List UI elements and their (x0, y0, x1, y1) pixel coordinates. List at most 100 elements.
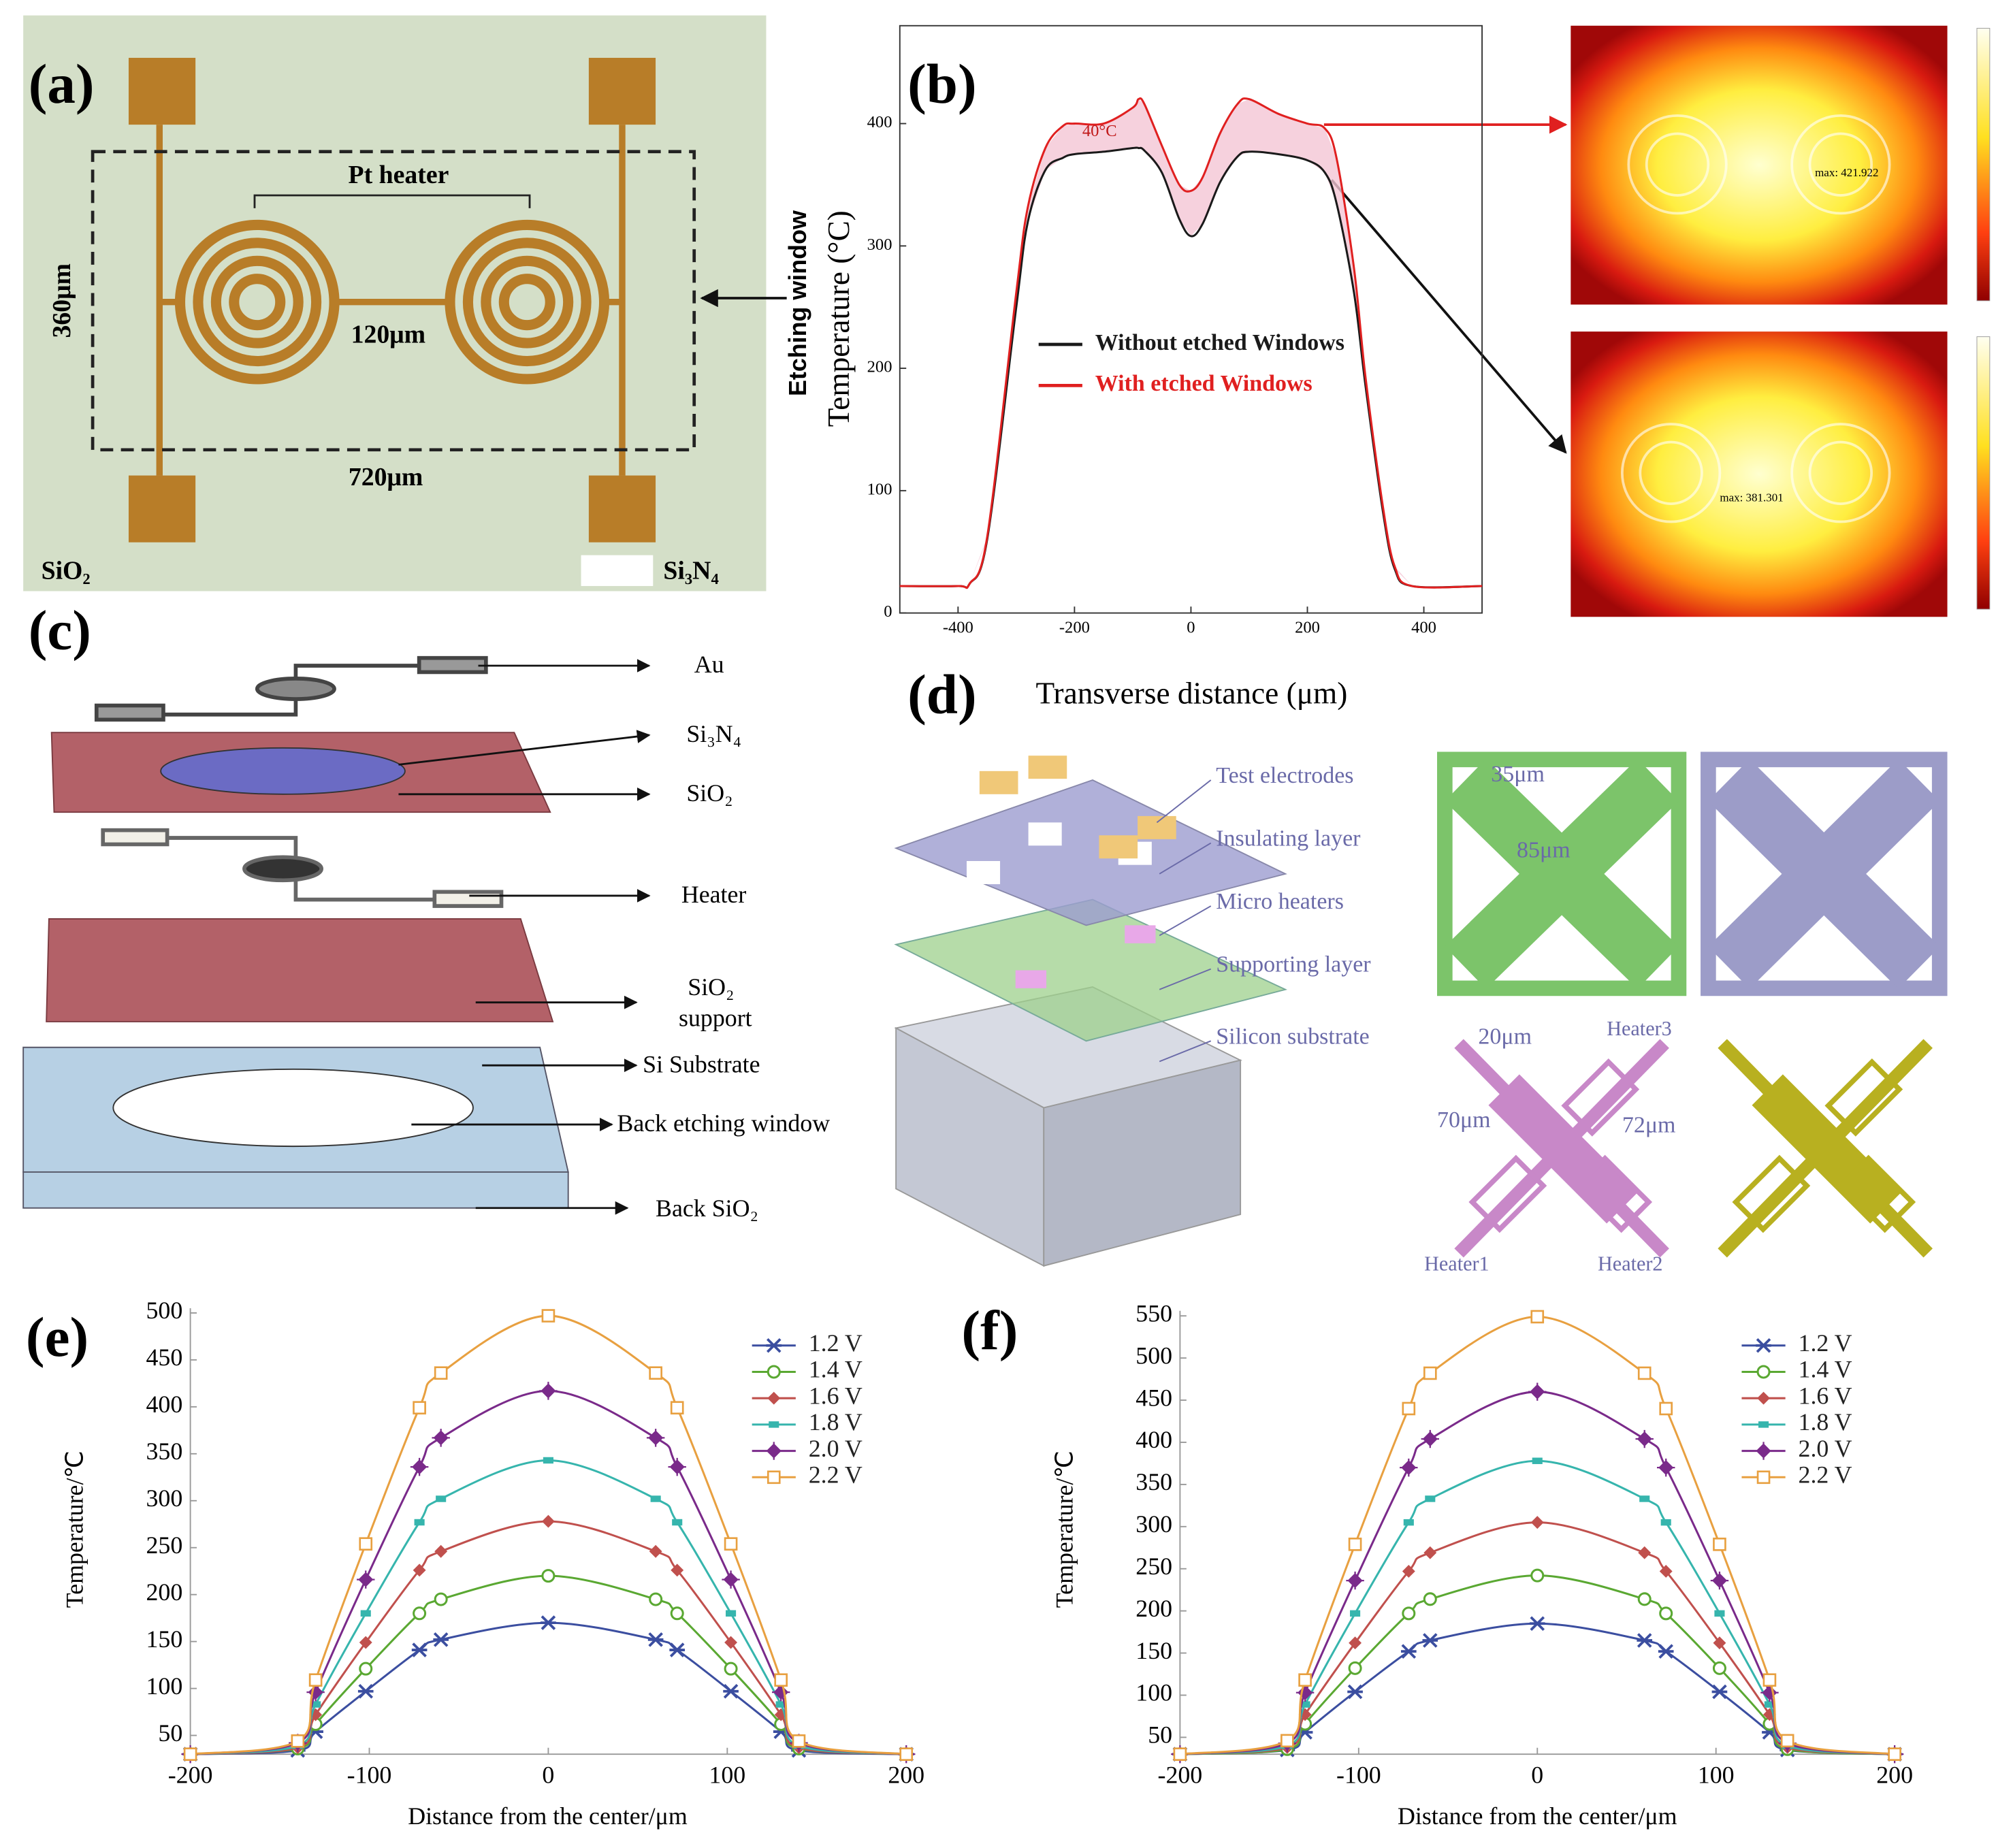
marker (1639, 1495, 1650, 1502)
legend-label: 1.4 V (809, 1356, 863, 1383)
label: Si Substrate (643, 1050, 760, 1077)
electrode (979, 771, 1018, 794)
leaders (1156, 779, 1212, 1063)
x-tick-label: -400 (943, 619, 973, 637)
ring (1639, 440, 1703, 505)
cross (1708, 759, 1940, 989)
marker (1530, 1568, 1545, 1583)
x-tick-label: 200 (1295, 619, 1320, 637)
legend-marker (1757, 1391, 1770, 1405)
marker (649, 1544, 662, 1558)
meander (1561, 1058, 1640, 1137)
electrode (1099, 835, 1138, 859)
marker (1300, 1701, 1310, 1708)
meander (1824, 1058, 1903, 1137)
marker (359, 1661, 373, 1676)
marker (1532, 1457, 1543, 1464)
x-tick-label: 200 (1876, 1761, 1913, 1788)
legend-label: 1.8 V (809, 1408, 863, 1436)
y-tick-label: 350 (1136, 1468, 1172, 1495)
ring (1808, 132, 1873, 197)
marker (1762, 1673, 1777, 1687)
marker (1528, 1382, 1547, 1401)
marker (1400, 1458, 1418, 1477)
y-axis-label: Temperature/℃ (1050, 1450, 1078, 1608)
dimension: 85μm (1517, 838, 1571, 863)
marker (775, 1701, 786, 1708)
bracket (253, 194, 531, 208)
marker (308, 1673, 323, 1687)
legend-marker (769, 1421, 779, 1428)
marker (1421, 1429, 1440, 1448)
legend-marker (767, 1391, 781, 1405)
x-tick-label: 100 (1698, 1761, 1735, 1788)
marker (1780, 1734, 1794, 1748)
marker (1425, 1495, 1436, 1502)
micro-heater (1015, 970, 1047, 988)
au-pad (94, 703, 165, 722)
marker (434, 1544, 448, 1558)
marker (1710, 1571, 1729, 1590)
marker (414, 1519, 425, 1526)
marker (1659, 1606, 1673, 1621)
marker (899, 1747, 914, 1761)
marker (541, 1569, 555, 1583)
y-tick-label: 450 (146, 1344, 182, 1371)
x-tick-label: -200 (1158, 1761, 1203, 1788)
leader (1156, 779, 1212, 824)
marker (726, 1610, 737, 1617)
series-line (190, 1520, 907, 1755)
annotation: 40°C (1082, 122, 1117, 140)
marker (1350, 1610, 1361, 1617)
marker (1658, 1644, 1674, 1659)
label: Au (694, 651, 724, 678)
marker (1529, 1616, 1545, 1632)
y-tick-label: 250 (146, 1531, 182, 1559)
label: Etching window (784, 210, 811, 396)
coil (193, 238, 322, 367)
heater-meanders (1468, 1058, 1653, 1233)
cross (1445, 758, 1679, 989)
y-axis-label: Temperature (°C) (822, 210, 856, 427)
marker (1637, 1366, 1652, 1380)
marker (670, 1401, 684, 1415)
x-tick-label: -100 (347, 1761, 392, 1788)
label: Back SiO₂ (656, 1195, 758, 1222)
sio2-support (46, 918, 554, 1022)
series-line (1180, 1315, 1895, 1755)
marker (1530, 1310, 1545, 1324)
marker (1348, 1661, 1362, 1675)
difference-band (899, 99, 1483, 587)
panel-label: (a) (29, 52, 95, 115)
label: Heater (681, 881, 747, 908)
marker (1712, 1661, 1726, 1675)
label: 360μm (48, 263, 76, 338)
electrode (1138, 815, 1176, 839)
legend-label: 1.8 V (1799, 1408, 1852, 1436)
marker (724, 1661, 738, 1676)
leader (1159, 842, 1212, 875)
marker (1659, 1401, 1673, 1416)
micro-heater (1125, 925, 1156, 943)
y-tick-label: 150 (1136, 1637, 1172, 1664)
marker (434, 1366, 448, 1380)
pad (128, 57, 196, 125)
x-tick-label: -200 (168, 1761, 213, 1788)
series-line (899, 97, 1483, 589)
marker (310, 1701, 321, 1708)
heatmap (1571, 25, 1948, 305)
pads (128, 57, 656, 542)
heater-core (1752, 1074, 1901, 1224)
legend-label: 1.2 V (809, 1329, 863, 1357)
marker (1403, 1519, 1414, 1526)
heatmap (1571, 331, 1948, 617)
marker (1346, 1571, 1364, 1590)
coil (498, 274, 555, 331)
y-tick-label: 150 (146, 1625, 182, 1653)
marker (357, 1683, 374, 1699)
marker (433, 1632, 449, 1647)
wire (156, 125, 626, 476)
marker (647, 1632, 664, 1647)
marker (436, 1495, 447, 1502)
